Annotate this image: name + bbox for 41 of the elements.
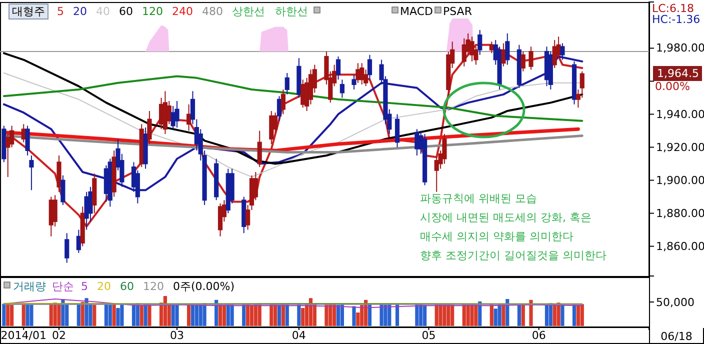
text: 0주(0.00%) bbox=[173, 280, 235, 293]
annotation: 하한선 bbox=[275, 5, 308, 18]
y-tick-label: 1,860.00 bbox=[656, 240, 704, 253]
x-tick-label: 03 bbox=[170, 328, 184, 342]
text: 06/18 bbox=[660, 330, 692, 343]
y-tick-label: 1,980.00 bbox=[656, 42, 704, 55]
text: 0.00% bbox=[655, 80, 690, 93]
text: HC:-1.36 bbox=[652, 13, 700, 26]
annotation: 파동규칙에 위배된 모습 bbox=[420, 192, 537, 205]
annotation: MACD bbox=[400, 5, 433, 18]
y-tick-label: 1,920.00 bbox=[656, 140, 704, 154]
x-tick-label: 04 bbox=[292, 328, 306, 342]
y-tick-label: 1,940.00 bbox=[656, 108, 704, 121]
text: 20 bbox=[73, 5, 87, 18]
series-label: 120 bbox=[143, 280, 164, 293]
x-tick-label: 02 bbox=[52, 328, 66, 342]
x-tick-label: 2014/01 bbox=[0, 328, 46, 342]
text: 60 bbox=[119, 5, 133, 18]
text: 40 bbox=[96, 5, 110, 18]
text: 50,000 bbox=[656, 296, 694, 309]
annotation: 상한선 bbox=[232, 5, 265, 18]
annotation: 시장에 내면된 매도세의 강화, 혹은 bbox=[420, 211, 592, 224]
annotation: 향후 조정기간이 길어질것을 의미한다 bbox=[420, 249, 606, 262]
chart-title: 거래량 bbox=[13, 280, 46, 293]
series-label: 20 bbox=[97, 280, 111, 293]
text: 240 bbox=[172, 5, 193, 18]
y-tick-label: 1,880.00 bbox=[656, 206, 704, 220]
text: LC:6.18 bbox=[652, 2, 694, 15]
text: 120 bbox=[142, 5, 163, 18]
text: 5 bbox=[57, 5, 64, 18]
annotation: PSAR bbox=[442, 5, 472, 18]
annotation: 매수세 의지의 약화를 의미한다 bbox=[420, 230, 574, 243]
legend-title: 단순 bbox=[52, 280, 74, 293]
series-label: 5 bbox=[81, 280, 88, 293]
series-label: 60 bbox=[120, 280, 134, 293]
text: 1,964.5 bbox=[657, 67, 699, 80]
x-tick-label: 06 bbox=[532, 328, 546, 342]
chart-title: 대형주 bbox=[12, 5, 45, 18]
y-tick-label: 1,900.00 bbox=[656, 174, 704, 187]
x-tick-label: 05 bbox=[422, 328, 436, 342]
text: 480 bbox=[202, 5, 223, 18]
